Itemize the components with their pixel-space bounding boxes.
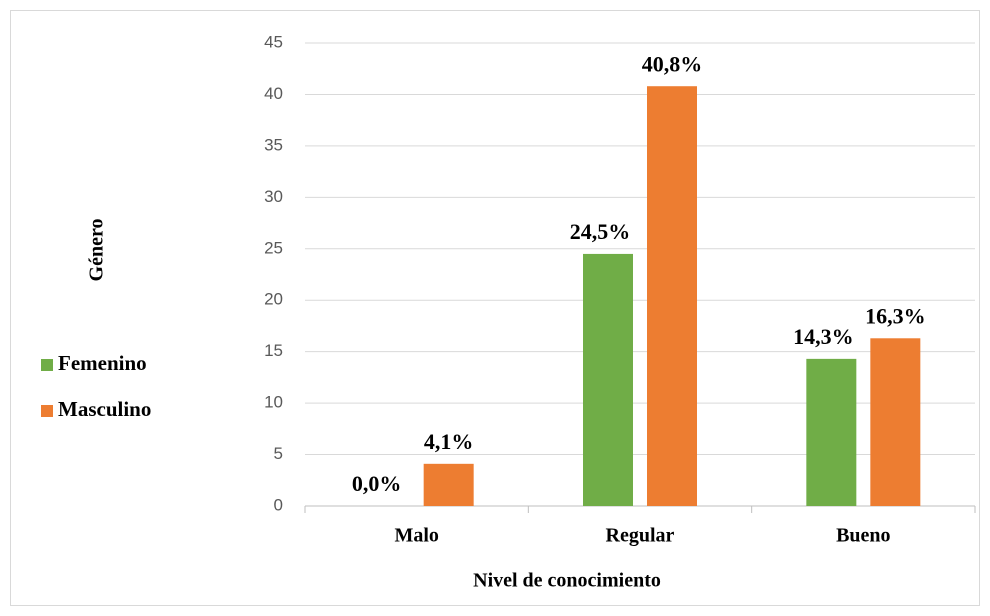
- y-tick-label: 20: [264, 290, 283, 309]
- y-axis-title: Género: [86, 219, 108, 282]
- y-tick-label: 0: [274, 495, 283, 514]
- bar: [647, 86, 697, 507]
- y-tick-label: 40: [264, 84, 283, 103]
- bar: [806, 358, 857, 506]
- y-tick-label: 25: [264, 238, 283, 257]
- y-tick-label: 15: [264, 341, 283, 360]
- x-tick-label: Malo: [394, 525, 438, 547]
- data-label: 16,3%: [865, 303, 926, 328]
- legend-label: Femenino: [58, 351, 147, 375]
- bar: [583, 253, 633, 506]
- data-label: 14,3%: [793, 324, 854, 349]
- legend-swatch: [41, 405, 53, 417]
- y-tick-label: 30: [264, 187, 283, 206]
- bar: [423, 463, 474, 506]
- data-label: 4,1%: [424, 429, 474, 454]
- legend-label: Masculino: [58, 397, 151, 421]
- data-label: 24,5%: [570, 219, 631, 244]
- y-tick-label: 5: [274, 444, 283, 463]
- data-label: 0,0%: [352, 471, 402, 496]
- y-tick-label: 10: [264, 393, 283, 412]
- y-tick-label: 35: [264, 135, 283, 154]
- bar: [870, 338, 921, 506]
- legend-swatch: [41, 359, 53, 371]
- x-tick-label: Bueno: [836, 525, 890, 547]
- data-label: 40,8%: [642, 51, 703, 76]
- x-tick-label: Regular: [606, 525, 675, 547]
- y-tick-label: 45: [264, 32, 283, 51]
- x-axis-title: Nivel de conocimiento: [473, 570, 661, 592]
- chart-border: [10, 10, 980, 606]
